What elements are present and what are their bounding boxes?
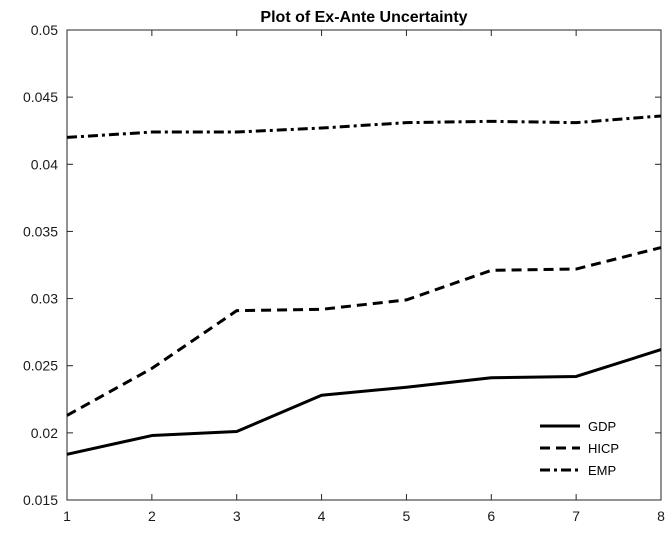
axes-box — [66, 29, 662, 501]
plot-area: 0.015 0.02 0.025 0.03 0.035 0.04 0.045 0.05 1 2 3 4… — [23, 22, 665, 524]
series-line-hicp — [66, 246, 662, 417]
x-tick-label: 5 — [403, 508, 411, 524]
y-tick-label: 0.02 — [31, 425, 58, 441]
legend-label-emp: EMP — [588, 463, 616, 478]
y-tick-label: 0.035 — [23, 223, 58, 239]
series-line-emp — [66, 114, 662, 139]
y-tick-label: 0.015 — [23, 492, 58, 508]
y-tick-label: 0.045 — [23, 89, 58, 105]
x-tick-label: 1 — [63, 508, 71, 524]
x-tick-label: 6 — [487, 508, 495, 524]
chart-title: Plot of Ex-Ante Uncertainty — [260, 9, 467, 26]
x-tick-label: 2 — [148, 508, 156, 524]
y-tick-label: 0.04 — [31, 156, 58, 172]
y-tick-label: 0.05 — [31, 22, 58, 38]
x-tick-label: 8 — [657, 508, 665, 524]
x-tick-label: 7 — [572, 508, 580, 524]
series-line-gdp — [66, 348, 662, 456]
x-tick-label: 4 — [318, 508, 326, 524]
legend-label-gdp: GDP — [588, 419, 616, 434]
legend-label-hicp: HICP — [588, 441, 619, 456]
legend: GDP HICP EMP — [540, 419, 619, 478]
x-tick-label: 3 — [233, 508, 241, 524]
y-tick-label: 0.025 — [23, 358, 58, 374]
y-tick-label: 0.03 — [31, 291, 58, 307]
